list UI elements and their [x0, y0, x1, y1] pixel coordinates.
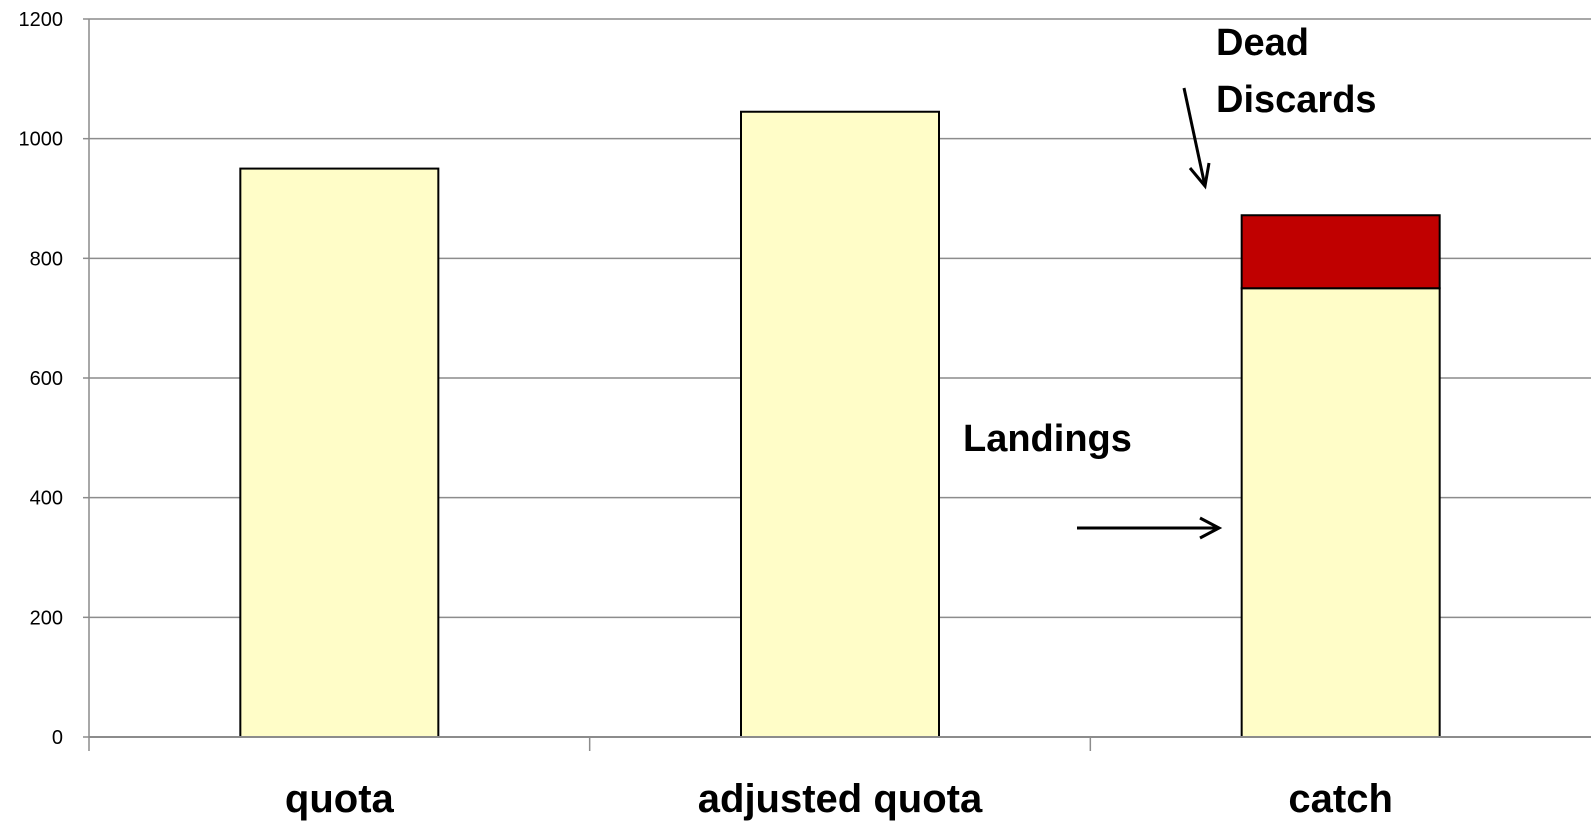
- bar-landings: [740, 110, 940, 739]
- y-tick-label: 1200: [19, 9, 64, 31]
- landings-arrowhead: [1199, 516, 1223, 540]
- x-category-label: quota: [285, 777, 395, 821]
- x-category-label: adjusted quota: [698, 777, 983, 821]
- annotation-landings: Landings: [963, 418, 1132, 460]
- x-axis: [88, 19, 1591, 751]
- bar-dead-discards: [1240, 214, 1441, 290]
- y-tick-label: 200: [30, 607, 63, 629]
- bar-landings: [1240, 287, 1441, 738]
- dead-discards-arrow: [1182, 87, 1207, 187]
- bars: [239, 110, 1441, 739]
- y-tick-label: 0: [52, 727, 63, 749]
- bar-landings: [239, 167, 440, 739]
- y-tick-label: 800: [30, 248, 63, 270]
- x-axis-labels: quota adjusted quota catch: [285, 777, 1393, 821]
- x-category-label: catch: [1288, 777, 1393, 821]
- y-tick-label: 1000: [19, 129, 64, 151]
- annotation-dead-line1: Dead: [1216, 22, 1309, 64]
- y-tick-label: 400: [30, 488, 63, 510]
- y-tick-label: 600: [30, 368, 63, 390]
- y-axis-ticks: 0 200 400 600 800 1000 1200: [19, 9, 64, 749]
- dead-discards-arrowhead: [1188, 162, 1211, 190]
- annotation-discards-line2: Discards: [1216, 79, 1377, 121]
- annotations: Dead Discards Landings: [963, 22, 1377, 540]
